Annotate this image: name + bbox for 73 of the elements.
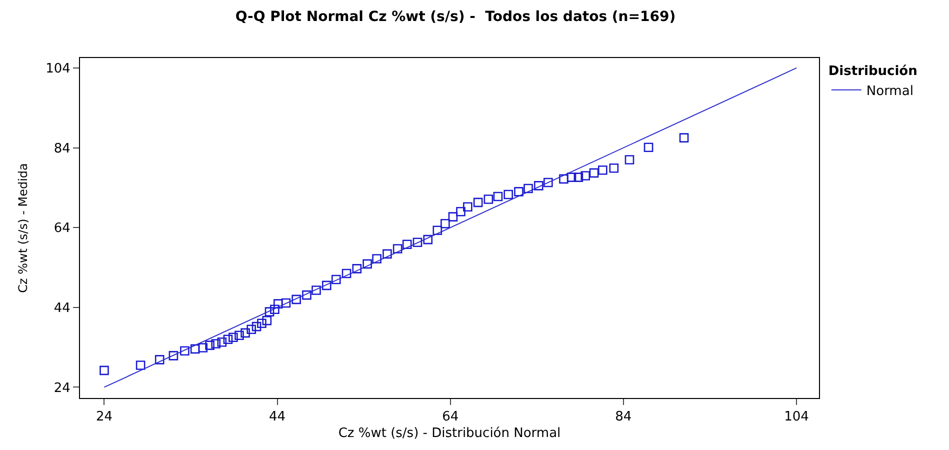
point — [440, 218, 450, 228]
point — [402, 240, 412, 250]
point — [136, 360, 146, 370]
point — [524, 184, 533, 194]
y-tick-label: 44 — [54, 300, 70, 316]
point — [392, 244, 402, 254]
x-axis-title: Cz %wt (s/s) - Distribución Normal — [338, 426, 561, 442]
point — [190, 344, 200, 354]
x-tick-label: 24 — [96, 410, 113, 425]
legend-title: Distribución — [828, 64, 918, 79]
point — [223, 334, 233, 344]
point — [598, 165, 608, 175]
point — [463, 202, 472, 212]
point — [100, 366, 109, 376]
point — [644, 142, 654, 152]
point — [217, 337, 227, 347]
y-tick-label: 104 — [46, 62, 70, 77]
y-tick-label: 24 — [54, 380, 70, 396]
point — [252, 322, 262, 332]
point — [514, 187, 524, 196]
y-tick-label: 64 — [54, 221, 70, 236]
point — [292, 294, 301, 304]
point — [205, 340, 214, 350]
point — [281, 298, 291, 308]
point — [382, 249, 392, 259]
point — [559, 174, 568, 184]
point — [211, 339, 221, 348]
point — [262, 316, 272, 326]
point — [432, 226, 442, 236]
point — [154, 355, 164, 364]
point — [504, 190, 513, 200]
y-axis-title: Cz %wt (s/s) - Medida — [16, 163, 30, 293]
point — [168, 351, 178, 360]
point — [180, 346, 190, 356]
point — [372, 254, 382, 264]
point — [352, 264, 362, 274]
point — [228, 332, 238, 342]
point — [362, 259, 372, 269]
point — [312, 286, 321, 295]
point — [270, 304, 280, 314]
point — [484, 194, 494, 204]
point — [198, 343, 208, 352]
point — [534, 181, 544, 190]
point — [624, 155, 634, 164]
legend-label: Normal — [866, 84, 914, 99]
point — [342, 268, 352, 278]
point — [331, 274, 341, 284]
point — [589, 168, 599, 178]
x-tick-label: 64 — [442, 410, 459, 425]
point — [448, 212, 458, 222]
point — [234, 330, 244, 340]
point — [574, 172, 584, 182]
x-tick-label: 104 — [784, 410, 809, 425]
y-tick-label: 84 — [54, 141, 70, 156]
point — [544, 178, 553, 188]
point — [240, 328, 250, 338]
point — [493, 192, 503, 202]
point — [246, 324, 256, 334]
point — [580, 171, 590, 180]
point — [679, 133, 689, 142]
point — [566, 172, 576, 182]
x-tick-label: 84 — [615, 410, 632, 425]
point — [456, 206, 466, 216]
point — [302, 290, 312, 300]
point — [412, 238, 422, 248]
x-tick-label: 44 — [269, 410, 286, 425]
chart-title: Q-Q Plot Normal Cz %wt (s/s) - Todos los datos (n=169) — [235, 9, 676, 26]
point — [257, 318, 266, 328]
point — [473, 198, 483, 208]
point — [609, 163, 619, 173]
point — [264, 307, 274, 316]
point — [322, 280, 332, 290]
point — [423, 234, 433, 244]
